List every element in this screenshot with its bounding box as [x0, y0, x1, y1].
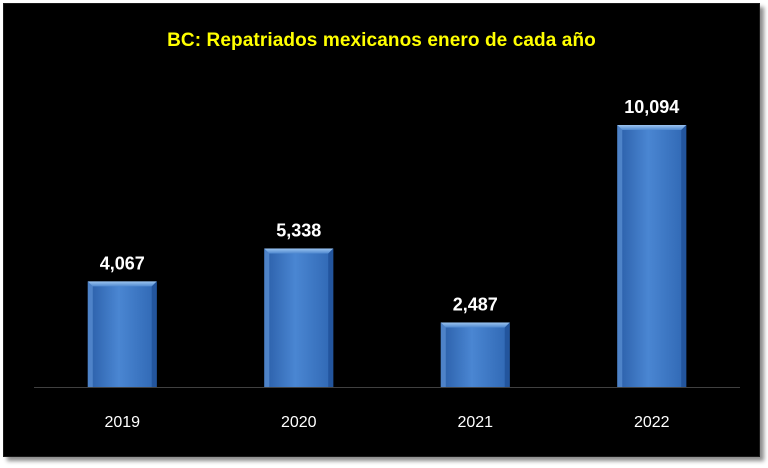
x-tick-label-2022: 2022 [634, 414, 670, 431]
data-label-2021: 2,487 [453, 294, 498, 314]
x-tick-label-2021: 2021 [457, 414, 493, 431]
bar-bevel-right [681, 125, 686, 387]
bar-bevel-right [505, 322, 510, 387]
bar-body [264, 248, 333, 387]
bar-bevel-right [328, 248, 333, 387]
bar-bevel-top [441, 322, 510, 327]
data-label-2019: 4,067 [100, 253, 145, 273]
bar-body [88, 281, 157, 387]
chart-frame: BC: Repatriados mexicanos enero de cada … [3, 3, 760, 457]
data-label-2020: 5,338 [276, 220, 321, 240]
bar-bevel-top [264, 248, 333, 253]
bar-bevel-left [88, 281, 93, 387]
data-label-2022: 10,094 [624, 97, 679, 117]
bar-bevel-left [264, 248, 269, 387]
bar-bevel-left [441, 322, 446, 387]
bar-chart: 4,067 2019 5,338 2020 2,487 2021 10,094 2022 [4, 4, 759, 456]
bar-bevel-right [152, 281, 157, 387]
bar-2019 [88, 281, 157, 387]
bar-bevel-top [88, 281, 157, 286]
bar-2020 [264, 248, 333, 387]
bar-body [441, 322, 510, 387]
bar-bevel-left [617, 125, 622, 387]
plot-area: 4,067 2019 5,338 2020 2,487 2021 10,094 2022 [34, 97, 740, 431]
bar-2021 [441, 322, 510, 387]
bar-2022 [617, 125, 686, 387]
x-tick-label-2020: 2020 [281, 414, 317, 431]
x-tick-label-2019: 2019 [104, 414, 140, 431]
bar-body [617, 125, 686, 387]
bar-bevel-top [617, 125, 686, 130]
